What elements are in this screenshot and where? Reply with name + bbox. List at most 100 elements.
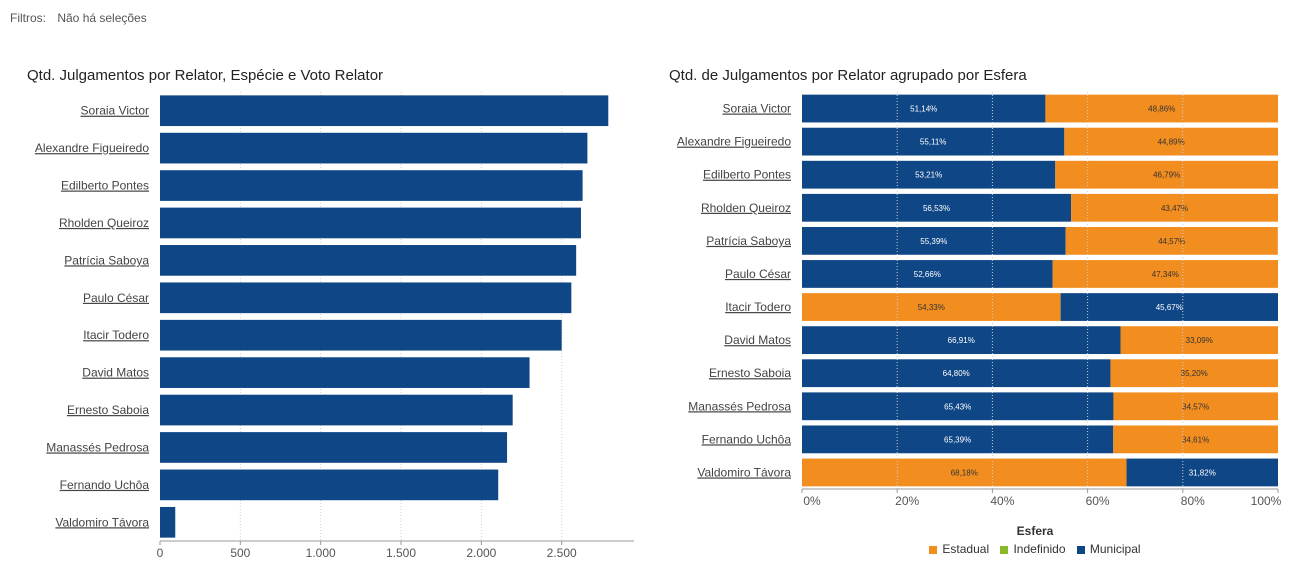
relator-label[interactable]: Ernesto Saboia	[709, 366, 791, 380]
relator-label[interactable]: Ernesto Saboia	[67, 403, 149, 417]
chart-title-relator: Qtd. Julgamentos por Relator, Espécie e …	[27, 67, 384, 84]
legend-title: Esfera	[1016, 524, 1054, 538]
segment-estadual-label: 44,57%	[1158, 237, 1185, 246]
segment-estadual[interactable]	[1120, 326, 1278, 355]
bar-alexandre-figueiredo[interactable]	[160, 132, 588, 164]
segment-municipal[interactable]	[802, 392, 1114, 421]
segment-municipal-label: 52,66%	[914, 270, 941, 279]
relator-label[interactable]: Paulo César	[725, 267, 791, 281]
relator-label[interactable]: Alexandre Figueiredo	[35, 141, 149, 155]
relator-label[interactable]: Manassés Pedrosa	[46, 440, 149, 454]
relator-label[interactable]: Soraia Victor	[81, 104, 149, 118]
segment-estadual[interactable]	[802, 458, 1127, 487]
segment-estadual-label: 43,47%	[1161, 204, 1188, 213]
segment-estadual[interactable]	[1052, 260, 1278, 288]
x-tick-label: 1.000	[306, 546, 336, 560]
segment-municipal-label: 55,11%	[920, 138, 947, 147]
segment-estadual-label: 34,61%	[1182, 435, 1209, 444]
x-tick-label: 60%	[1086, 494, 1110, 508]
chart-title-esfera: Qtd. de Julgamentos por Relator agrupado…	[669, 67, 1027, 84]
relator-label[interactable]: Itacir Todero	[83, 328, 149, 342]
segment-estadual[interactable]	[1064, 127, 1278, 156]
legend-esfera: Esfera Estadual Indefinido Municipal	[800, 524, 1270, 556]
segment-estadual[interactable]	[1071, 193, 1278, 222]
segment-estadual[interactable]	[802, 293, 1061, 321]
legend-item-municipal[interactable]: Municipal	[1076, 542, 1141, 556]
bar-soraia-victor[interactable]	[160, 95, 609, 127]
legend-label-estadual: Estadual	[942, 542, 990, 556]
x-tick-label: 40%	[990, 494, 1014, 508]
segment-estadual[interactable]	[1065, 226, 1278, 255]
relator-label[interactable]: Fernando Uchôa	[702, 432, 792, 446]
x-tick-label: 20%	[895, 494, 919, 508]
segment-estadual-label: 44,89%	[1158, 138, 1185, 147]
relator-label[interactable]: Patrícia Saboya	[706, 234, 791, 248]
bar-manasses-pedrosa[interactable]	[160, 432, 508, 463]
segment-municipal[interactable]	[802, 193, 1072, 222]
x-tick-label: 100%	[1251, 494, 1282, 508]
segment-municipal-label: 66,91%	[948, 336, 975, 345]
segment-municipal[interactable]	[802, 226, 1066, 255]
segment-municipal[interactable]	[802, 127, 1065, 156]
relator-label[interactable]: Paulo César	[83, 291, 149, 305]
relator-label[interactable]: Valdomiro Távora	[697, 465, 791, 479]
segment-municipal-label: 51,14%	[910, 105, 937, 114]
x-tick-label: 1.500	[386, 546, 416, 560]
bar-paulo-cesar[interactable]	[160, 282, 572, 314]
filters-label: Filtros:	[10, 11, 46, 25]
relator-label[interactable]: Edilberto Pontes	[61, 179, 149, 193]
segment-estadual[interactable]	[1113, 392, 1278, 421]
segment-estadual-label: 47,34%	[1152, 270, 1179, 279]
relator-label[interactable]: Fernando Uchôa	[60, 478, 150, 492]
segment-municipal[interactable]	[802, 326, 1121, 355]
segment-estadual[interactable]	[1055, 160, 1278, 189]
filters-bar: Filtros: Não há seleções	[10, 11, 147, 25]
relator-label[interactable]: Manassés Pedrosa	[688, 399, 791, 413]
relator-label[interactable]: Alexandre Figueiredo	[677, 135, 791, 149]
legend-swatch-estadual	[929, 545, 938, 554]
legend-item-indefinido[interactable]: Indefinido	[1000, 542, 1066, 556]
relator-label[interactable]: Rholden Queiroz	[59, 216, 149, 230]
legend-swatch-municipal	[1076, 545, 1085, 554]
bar-ernesto-saboia[interactable]	[160, 394, 513, 426]
segment-municipal[interactable]	[802, 94, 1046, 123]
segment-municipal[interactable]	[1060, 293, 1278, 321]
bar-edilberto-pontes[interactable]	[160, 170, 583, 201]
filters-value: Não há seleções	[57, 11, 147, 25]
bar-itacir-todero[interactable]	[160, 319, 562, 351]
relator-label[interactable]: Itacir Todero	[725, 300, 791, 314]
segment-municipal-label: 31,82%	[1189, 468, 1216, 477]
bar-david-matos[interactable]	[160, 357, 530, 388]
bar-valdomiro-tavora[interactable]	[160, 506, 176, 538]
bar-fernando-uchoa[interactable]	[160, 469, 499, 501]
relator-label[interactable]: Rholden Queiroz	[701, 201, 791, 215]
segment-estadual[interactable]	[1110, 359, 1278, 388]
x-tick-label: 0%	[803, 494, 821, 508]
relator-label[interactable]: Soraia Victor	[723, 102, 791, 116]
x-tick-label: 2.500	[547, 546, 577, 560]
relator-label[interactable]: Patrícia Saboya	[64, 253, 149, 267]
legend-label-municipal: Municipal	[1089, 542, 1141, 556]
relator-label[interactable]: Valdomiro Távora	[55, 515, 149, 529]
relator-label[interactable]: Edilberto Pontes	[703, 168, 791, 182]
segment-municipal[interactable]	[802, 359, 1111, 388]
segment-municipal[interactable]	[802, 160, 1056, 189]
segment-estadual-label: 33,09%	[1186, 336, 1213, 345]
x-tick-label: 0	[157, 546, 164, 560]
segment-municipal[interactable]	[802, 260, 1053, 288]
segment-municipal[interactable]	[1126, 458, 1278, 487]
segment-estadual-label: 54,33%	[918, 303, 945, 312]
relator-label[interactable]: David Matos	[82, 366, 149, 380]
legend-swatch-indefinido	[1000, 545, 1009, 554]
bar-rholden-queiroz[interactable]	[160, 207, 581, 239]
segment-municipal[interactable]	[802, 425, 1114, 454]
segment-municipal-label: 64,80%	[943, 369, 970, 378]
segment-estadual[interactable]	[1113, 425, 1278, 454]
bar-patricia-saboya[interactable]	[160, 245, 577, 276]
legend-item-estadual[interactable]: Estadual	[929, 542, 989, 556]
segment-estadual-label: 68,18%	[951, 468, 978, 477]
relator-label[interactable]: David Matos	[724, 333, 791, 347]
segment-estadual[interactable]	[1045, 94, 1278, 123]
